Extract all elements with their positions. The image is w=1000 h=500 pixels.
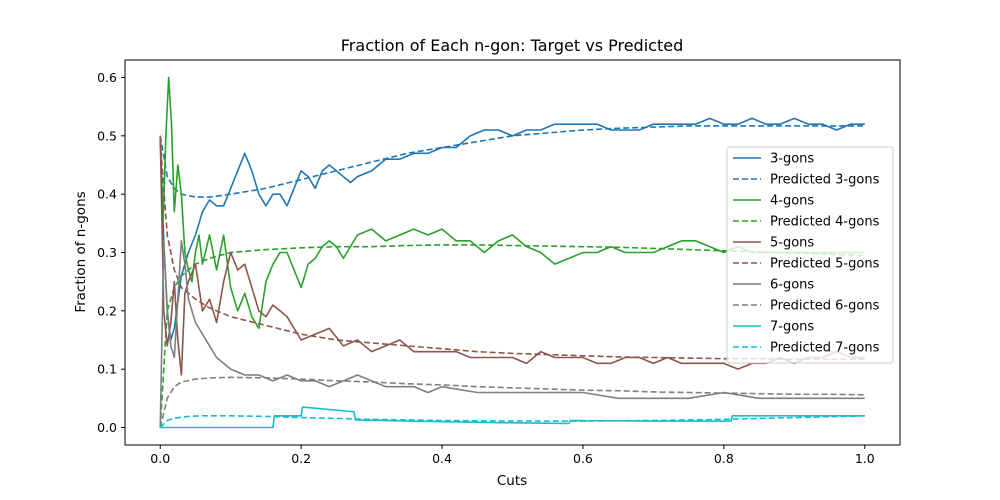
series-line-3-gons (159, 117, 865, 341)
y-tick-label: 0.2 (97, 303, 117, 318)
y-tick-label: 0.4 (97, 187, 117, 202)
x-tick-label: 0.8 (714, 451, 734, 466)
legend: 3-gons Predicted 3-gons 4-gons Predicted 4-… (726, 146, 894, 364)
legend-label: 5-gons (770, 236, 814, 251)
series-line-predicted-7-gons (159, 415, 865, 429)
series-line-7-gons (160, 406, 865, 429)
series-lines (159, 76, 865, 429)
y-tick-label: 0.3 (97, 245, 117, 260)
legend-label: Predicted 4-gons (770, 215, 880, 230)
series-line-4-gons (159, 76, 865, 330)
y-axis-label: Fraction of n-gons (73, 191, 89, 312)
series-line-predicted-6-gons (159, 376, 865, 428)
legend-label: 4-gons (770, 194, 814, 209)
y-tick-label: 0.5 (97, 128, 117, 143)
x-tick-label: 0.6 (573, 451, 593, 466)
legend-label: 6-gons (770, 278, 814, 293)
plot-area (159, 76, 865, 429)
series-line-predicted-5-gons (159, 141, 865, 361)
chart-title: Fraction of Each n-gon: Target vs Predic… (341, 36, 683, 55)
y-tick-label: 0.6 (97, 70, 117, 85)
legend-label: Predicted 7-gons (770, 341, 880, 356)
series-line-predicted-3-gons (159, 125, 865, 198)
x-axis-label: Cuts (497, 473, 527, 489)
series-line-5-gons (159, 135, 865, 376)
y-tick-label: 0.1 (97, 362, 117, 377)
legend-label: Predicted 6-gons (770, 299, 880, 314)
y-axis: 0.0 0.1 0.2 0.3 0.4 0.5 0.6 (97, 70, 125, 435)
legend-label: 3-gons (770, 152, 814, 167)
x-tick-label: 0.2 (291, 451, 311, 466)
series-line-6-gons (159, 240, 865, 428)
x-tick-label: 0.4 (432, 451, 452, 466)
legend-label: Predicted 3-gons (770, 173, 880, 188)
legend-label: Predicted 5-gons (770, 257, 880, 272)
x-axis: 0.0 0.2 0.4 0.6 0.8 1.0 (150, 445, 875, 466)
x-tick-label: 0.0 (150, 451, 170, 466)
y-tick-label: 0.0 (97, 420, 117, 435)
x-tick-label: 1.0 (855, 451, 875, 466)
legend-label: 7-gons (770, 320, 814, 335)
legend-box (726, 146, 894, 364)
